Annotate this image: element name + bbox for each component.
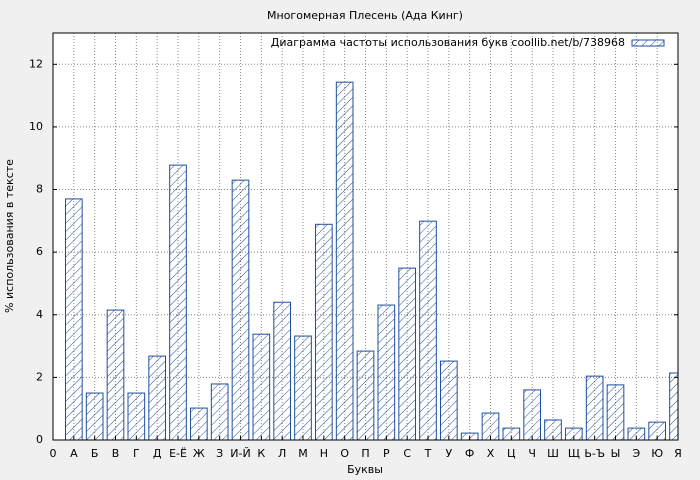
- plot-frame: [52, 32, 679, 441]
- bar: [106, 309, 125, 440]
- y-tick-label: 4: [36, 308, 43, 321]
- x-tick-label: И-Й: [230, 447, 250, 460]
- x-tick-label: Ш: [547, 447, 559, 460]
- bar: [502, 427, 521, 440]
- bar: [627, 427, 646, 440]
- x-tick-label: М: [298, 447, 308, 460]
- bar: [190, 407, 208, 440]
- x-tick-label: Е-Ё: [169, 447, 187, 460]
- x-tick-label: Ь-Ъ: [584, 447, 605, 460]
- x-tick-label: Р: [383, 447, 390, 460]
- x-tick-label: Б: [91, 447, 99, 460]
- x-tick-label: Т: [424, 447, 432, 460]
- x-tick-label: Ц: [507, 447, 516, 460]
- y-tick-label: 8: [36, 183, 43, 196]
- x-tick-label: Д: [153, 447, 162, 460]
- x-tick-label: К: [257, 447, 265, 460]
- bar: [440, 360, 458, 440]
- x-tick-label: О: [340, 447, 349, 460]
- x-tick-label: Ю: [651, 447, 663, 460]
- bar: [377, 304, 396, 440]
- x-axis-label: Буквы: [347, 463, 383, 476]
- bar: [273, 301, 292, 440]
- bar: [127, 392, 146, 440]
- x-tick-label: П: [361, 447, 369, 460]
- y-axis-label: % использования в тексте: [3, 159, 16, 313]
- x-tick-label: С: [403, 447, 411, 460]
- bar: [606, 384, 625, 440]
- x-tick-label: 0: [50, 447, 57, 460]
- bar: [231, 179, 250, 440]
- x-tick-label: Ж: [193, 447, 205, 460]
- x-tick-label: Л: [278, 447, 286, 460]
- x-tick-label: Ф: [465, 447, 474, 460]
- bar: [356, 350, 375, 440]
- bar: [523, 389, 541, 440]
- bar: [294, 335, 312, 440]
- legend-swatch: [631, 39, 665, 47]
- chart-title: Многомерная Плесень (Ада Кинг): [267, 9, 463, 22]
- bar: [252, 333, 271, 440]
- bar: [210, 383, 229, 440]
- bar: [315, 223, 333, 440]
- x-tick-label: Г: [133, 447, 140, 460]
- bar: [169, 164, 187, 440]
- bar: [335, 81, 354, 440]
- bar: [398, 267, 417, 440]
- x-tick-label: У: [445, 447, 452, 460]
- x-tick-label: З: [216, 447, 223, 460]
- bar: [669, 372, 678, 440]
- y-tick-label: 0: [36, 433, 43, 446]
- x-tick-label: Ы: [611, 447, 621, 460]
- y-tick-label: 10: [29, 120, 43, 133]
- bar: [481, 412, 500, 440]
- x-tick-label: А: [70, 447, 78, 460]
- x-tick-label: Э: [632, 447, 640, 460]
- bar: [85, 392, 104, 440]
- x-tick-label: Я: [674, 447, 682, 460]
- legend-label: Диаграмма частоты использования букв coo…: [271, 36, 625, 49]
- x-tick-label: Н: [320, 447, 328, 460]
- x-tick-label: Щ: [568, 447, 580, 460]
- bar: [419, 220, 437, 440]
- x-tick-label: Ч: [528, 447, 536, 460]
- bar: [585, 375, 604, 440]
- x-tick-label: В: [112, 447, 120, 460]
- bar: [565, 427, 583, 440]
- y-tick-label: 2: [36, 370, 43, 383]
- y-tick-label: 12: [29, 57, 43, 70]
- y-tick-label: 6: [36, 245, 43, 258]
- bars: [65, 81, 678, 440]
- x-tick-label: Х: [487, 447, 495, 460]
- bar: [65, 198, 83, 440]
- bar: [148, 355, 166, 440]
